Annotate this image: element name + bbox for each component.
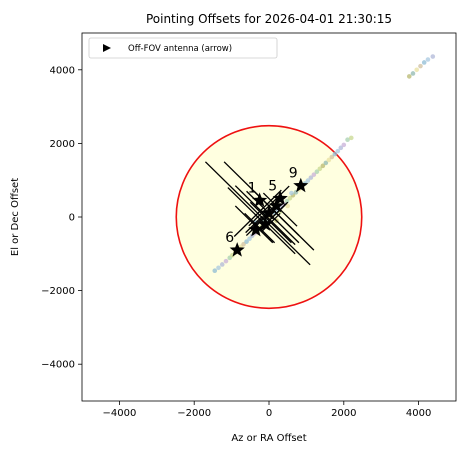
y-tick-label: 0 bbox=[69, 213, 75, 224]
x-tick-label: 4000 bbox=[406, 408, 431, 419]
trail-dot bbox=[335, 148, 341, 154]
trail-dot bbox=[219, 262, 225, 267]
trail-dot bbox=[406, 74, 412, 79]
trail-dot bbox=[320, 163, 326, 169]
chart-title: Pointing Offsets for 2026-04-01 21:30:15 bbox=[146, 12, 392, 26]
trail-dot bbox=[341, 142, 347, 148]
x-tick-label: 0 bbox=[266, 408, 272, 419]
trail-dot bbox=[414, 67, 420, 73]
y-tick-label: 4000 bbox=[50, 65, 75, 76]
star-label: 9 bbox=[289, 166, 298, 182]
star-marker bbox=[261, 205, 277, 220]
legend-marker-triangle-icon bbox=[103, 44, 111, 52]
trail-dot bbox=[311, 172, 317, 177]
star-label: 5 bbox=[268, 179, 277, 195]
trail-dot bbox=[332, 151, 338, 157]
trail-dot bbox=[285, 203, 291, 209]
trail-dot bbox=[329, 154, 335, 160]
star-label: 1 bbox=[248, 180, 257, 196]
trail-dot bbox=[287, 195, 293, 201]
star-marker bbox=[268, 198, 285, 213]
x-axis-ticks: −4000 −2000 0 2000 4000 bbox=[102, 401, 431, 419]
trail-dot bbox=[421, 60, 427, 65]
x-tick-label: 2000 bbox=[331, 408, 356, 419]
star-marker bbox=[229, 242, 245, 257]
trail-dot bbox=[241, 241, 246, 247]
trail-dot bbox=[430, 54, 436, 59]
y-axis-ticks: −4000 −2000 0 2000 4000 bbox=[41, 65, 82, 371]
trail-dot bbox=[338, 145, 344, 151]
trail-dot bbox=[345, 137, 350, 143]
legend-entry-label: Off-FOV antenna (arrow) bbox=[128, 44, 232, 54]
trail-dot bbox=[212, 268, 218, 274]
trail-dot bbox=[323, 160, 329, 166]
trail-dot bbox=[425, 57, 431, 62]
trail-dot bbox=[410, 71, 416, 76]
trail-dot bbox=[247, 236, 252, 242]
star-marker bbox=[248, 221, 264, 237]
trail-dot bbox=[317, 166, 323, 172]
trail-dot bbox=[284, 198, 290, 204]
star-label: 6 bbox=[225, 230, 234, 246]
error-cross-line bbox=[245, 215, 263, 234]
trail-dot bbox=[216, 265, 221, 271]
x-axis-label: Az or RA Offset bbox=[231, 433, 306, 444]
trail-dot bbox=[305, 178, 311, 183]
trail-dot bbox=[348, 135, 354, 141]
y-tick-label: −4000 bbox=[41, 360, 75, 371]
trail-dot bbox=[418, 63, 423, 69]
trail-dot bbox=[314, 169, 320, 175]
trail-dot bbox=[289, 190, 294, 196]
plot-area: 9 6 1 5 bbox=[81, 32, 457, 402]
y-tick-label: 2000 bbox=[50, 139, 75, 150]
y-tick-label: −2000 bbox=[41, 286, 75, 297]
star-marker bbox=[272, 190, 288, 206]
trail-dot bbox=[244, 239, 249, 244]
x-tick-label: −2000 bbox=[177, 408, 211, 419]
star-marker bbox=[257, 216, 273, 231]
trail-dot bbox=[223, 258, 229, 264]
stars-layer: 9 6 1 5 bbox=[225, 166, 309, 257]
star-marker bbox=[293, 177, 309, 193]
error-cross-line bbox=[233, 189, 282, 237]
trail-dot bbox=[308, 175, 314, 180]
trail-dot bbox=[326, 157, 332, 163]
legend: Off-FOV antenna (arrow) bbox=[88, 37, 278, 59]
legend-box bbox=[88, 37, 278, 59]
x-tick-label: −4000 bbox=[102, 408, 136, 419]
star-marker bbox=[252, 192, 268, 207]
y-axis-label: El or Dec Offset bbox=[10, 178, 21, 256]
